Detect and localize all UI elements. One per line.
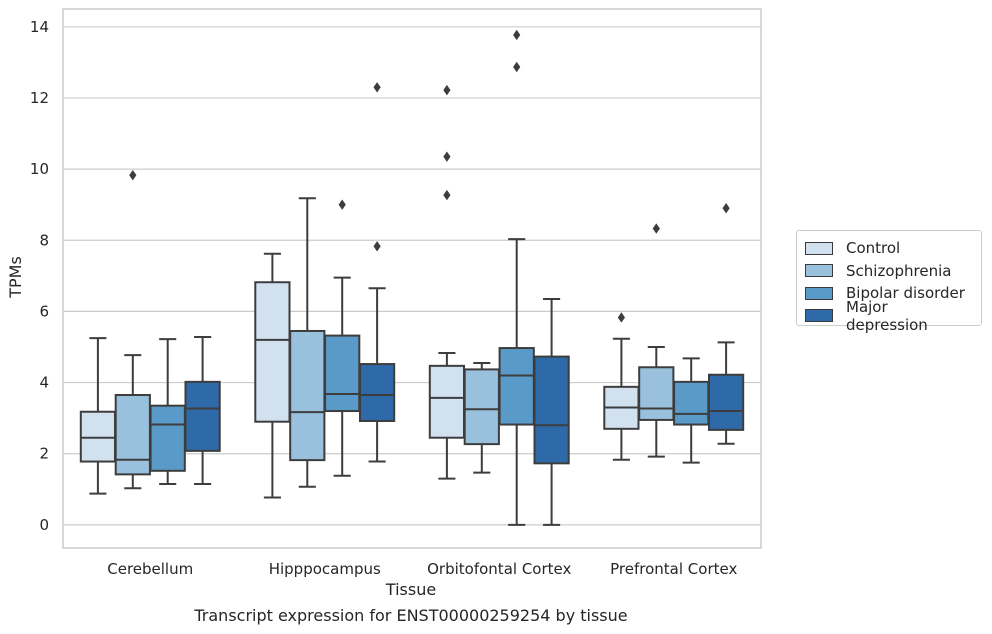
y-tick-label: 12 <box>30 89 49 107</box>
legend-item-schizophrenia: Schizophrenia <box>805 260 973 283</box>
legend: Control Schizophrenia Bipolar disorder M… <box>796 230 982 334</box>
outlier-point <box>722 203 730 214</box>
y-tick-label: 14 <box>30 18 49 36</box>
legend-swatch <box>805 286 833 300</box>
outlier-point <box>373 241 381 252</box>
box-body <box>707 373 745 431</box>
y-tick-label: 4 <box>39 374 49 392</box>
box-body <box>498 347 535 426</box>
y-tick-label: 8 <box>39 231 49 249</box>
outlier-point <box>652 223 660 234</box>
figure-caption: Transcript expression for ENST0000025925… <box>194 606 628 625</box>
outlier-point <box>513 29 521 41</box>
box-2-1 <box>463 361 500 474</box>
box-body <box>289 329 326 462</box>
box-body <box>79 410 117 463</box>
outlier-point <box>513 61 521 73</box>
box-0-3 <box>184 336 221 485</box>
y-tick-label: 6 <box>39 302 49 320</box>
outlier-point <box>443 189 451 201</box>
box-body <box>463 368 500 446</box>
box-body <box>149 404 186 472</box>
legend-item-control: Control <box>805 237 973 260</box>
outlier-point <box>373 82 381 93</box>
box-1-1 <box>289 197 326 488</box>
outlier-point <box>617 312 625 323</box>
box-1-2 <box>324 199 361 477</box>
plot-frame <box>62 8 762 549</box>
box-body <box>673 380 710 426</box>
x-tick-label: Cerebellum <box>107 560 193 578</box>
box-3-3 <box>707 203 745 445</box>
legend-swatch <box>805 264 833 278</box>
legend-swatch <box>805 241 833 255</box>
outlier-point <box>129 169 137 181</box>
plot-area <box>79 29 745 526</box>
box-body <box>428 364 466 439</box>
box-body <box>358 363 396 422</box>
outlier-point <box>338 199 346 210</box>
box-body <box>638 366 675 421</box>
legend-item-bipolar-disorder: Bipolar disorder <box>805 282 973 305</box>
box-body <box>533 355 570 465</box>
box-1-0 <box>254 252 291 499</box>
x-tick-label: Orbitofontal Cortex <box>427 560 571 578</box>
x-tick-label: Prefrontal Cortex <box>610 560 737 578</box>
legend-label: Schizophrenia <box>846 261 952 280</box>
y-axis-label: TPMs <box>6 256 25 299</box>
box-body <box>254 281 291 423</box>
box-1-3 <box>358 82 396 463</box>
outlier-point <box>443 84 451 96</box>
box-0-2 <box>149 338 186 485</box>
box-body <box>184 380 221 452</box>
legend-label: Major depression <box>846 297 928 334</box>
box-2-3 <box>533 297 570 526</box>
box-body <box>324 334 361 413</box>
box-body <box>114 394 151 476</box>
box-2-0 <box>428 84 466 480</box>
box-3-1 <box>638 223 675 458</box>
x-axis-label: Tissue <box>385 580 436 599</box>
legend-label: Control <box>846 239 901 258</box>
y-tick-label: 0 <box>39 516 49 534</box>
box-0-0 <box>79 337 117 495</box>
outlier-point <box>443 151 451 162</box>
box-0-1 <box>114 169 151 490</box>
legend-label: Bipolar disorder <box>846 284 965 303</box>
box-3-0 <box>603 312 640 461</box>
box-2-2 <box>498 29 535 526</box>
box-3-2 <box>673 357 710 464</box>
y-tick-label: 2 <box>39 445 49 463</box>
y-tick-label: 10 <box>30 160 49 178</box>
legend-item-major-depression: Major depression <box>805 298 973 334</box>
x-tick-label: Hipppocampus <box>269 560 381 578</box>
legend-swatch <box>805 309 833 323</box>
axes: 0 2 4 6 8 10 12 14 Cerebellum Hipppocampus Orbitof… <box>30 8 762 578</box>
